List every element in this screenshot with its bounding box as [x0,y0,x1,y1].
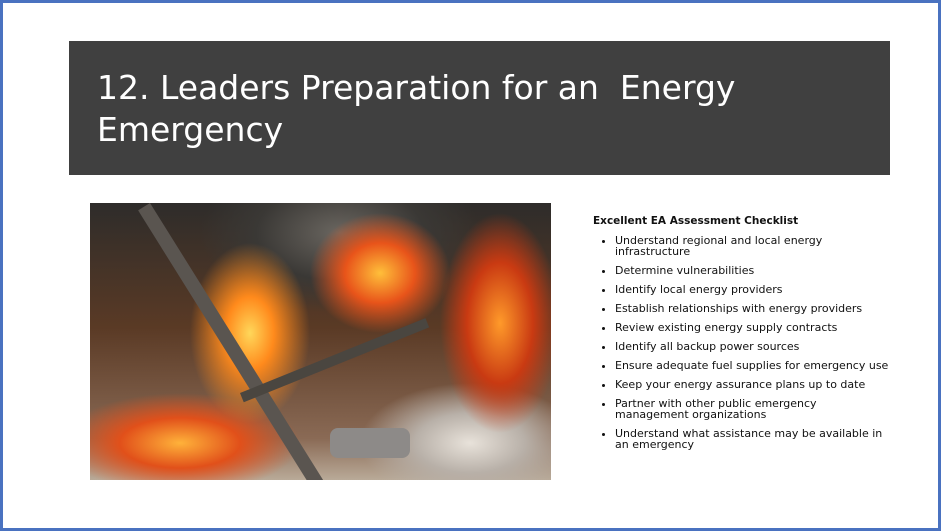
checklist-item: Review existing energy supply contracts [615,322,893,333]
checklist-item: Keep your energy assurance plans up to d… [615,379,893,390]
checklist-item: Understand what assistance may be availa… [615,428,893,450]
slide-title: 12. Leaders Preparation for an Energy Em… [97,67,787,151]
checklist-heading: Excellent EA Assessment Checklist [593,215,893,227]
checklist-item: Determine vulnerabilities [615,265,893,276]
debris [330,428,410,458]
pole [240,318,429,402]
fire-photo [90,203,551,480]
pole [138,203,325,480]
checklist: Excellent EA Assessment Checklist Unders… [593,215,893,458]
checklist-item: Partner with other public emergency mana… [615,398,893,420]
checklist-item: Establish relationships with energy prov… [615,303,893,314]
slide: 12. Leaders Preparation for an Energy Em… [0,0,941,531]
checklist-item: Identify local energy providers [615,284,893,295]
checklist-item: Ensure adequate fuel supplies for emerge… [615,360,893,371]
page: 12. Leaders Preparation for an Energy Em… [0,0,941,531]
checklist-items: Understand regional and local energy inf… [593,235,893,450]
title-bar: 12. Leaders Preparation for an Energy Em… [69,41,890,175]
checklist-item: Understand regional and local energy inf… [615,235,893,257]
checklist-item: Identify all backup power sources [615,341,893,352]
